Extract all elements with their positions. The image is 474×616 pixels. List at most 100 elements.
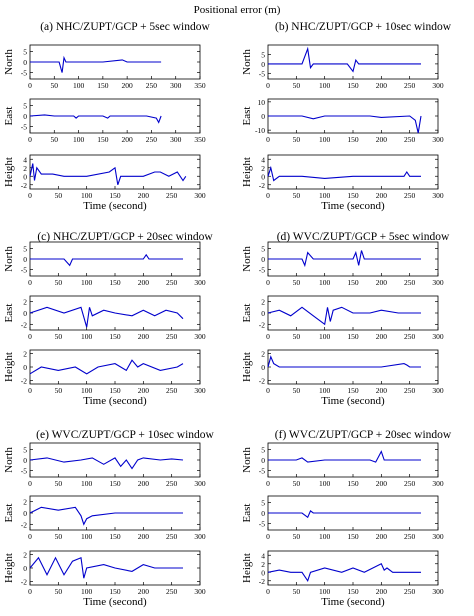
x-tick-label: 100 bbox=[319, 81, 331, 90]
y-axis-label: East bbox=[3, 107, 15, 126]
x-tick-label: 200 bbox=[138, 587, 150, 596]
x-tick-label: 100 bbox=[319, 191, 331, 200]
x-tick-label: 150 bbox=[109, 278, 121, 287]
y-tick-label: 2 bbox=[261, 298, 265, 307]
x-tick-label: 50 bbox=[55, 479, 63, 488]
panel-caption: (b) NHC/ZUPT/GCP + 10sec window bbox=[275, 21, 452, 33]
x-tick-label: 50 bbox=[293, 278, 301, 287]
x-tick-label: 300 bbox=[194, 532, 206, 541]
y-tick-label: 2 bbox=[261, 164, 265, 173]
x-tick-label: 200 bbox=[138, 386, 150, 395]
y-tick-label: 0 bbox=[23, 255, 27, 264]
x-tick-label: 300 bbox=[170, 81, 182, 90]
x-tick-label: 50 bbox=[293, 135, 301, 144]
y-tick-label: 2 bbox=[261, 349, 265, 358]
x-tick-label: 150 bbox=[109, 479, 121, 488]
y-tick-label: -10 bbox=[255, 126, 265, 135]
y-tick-label: -2 bbox=[259, 377, 265, 386]
y-tick-label: 4 bbox=[261, 551, 265, 560]
y-axis-label: East bbox=[241, 107, 253, 126]
series-line-height bbox=[29, 556, 183, 579]
plot-frame bbox=[29, 154, 201, 190]
y-tick-label: 0 bbox=[261, 255, 265, 264]
x-tick-label: 150 bbox=[109, 386, 121, 395]
y-tick-label: 5 bbox=[261, 498, 265, 507]
x-tick-label: 50 bbox=[51, 81, 59, 90]
x-tick-label: 300 bbox=[194, 332, 206, 341]
x-tick-label: 250 bbox=[166, 191, 178, 200]
x-tick-label: 200 bbox=[376, 278, 388, 287]
x-tick-label: 300 bbox=[432, 532, 444, 541]
x-tick-label: 200 bbox=[376, 191, 388, 200]
x-tick-label: 300 bbox=[194, 479, 206, 488]
y-axis-label: North bbox=[241, 49, 253, 75]
x-tick-label: 100 bbox=[73, 81, 85, 90]
y-tick-label: 2 bbox=[23, 349, 27, 358]
y-tick-label: 0 bbox=[23, 309, 27, 318]
y-tick-label: -2 bbox=[21, 320, 27, 329]
y-tick-label: 0 bbox=[261, 456, 265, 465]
x-tick-label: 150 bbox=[347, 587, 359, 596]
x-tick-label: 50 bbox=[51, 135, 59, 144]
x-tick-label: 0 bbox=[28, 135, 32, 144]
x-tick-label: 200 bbox=[122, 81, 134, 90]
y-tick-label: 5 bbox=[23, 445, 27, 454]
y-tick-label: 2 bbox=[261, 560, 265, 569]
series-line-east bbox=[268, 510, 421, 519]
series-line-height bbox=[267, 563, 421, 583]
x-tick-label: 0 bbox=[266, 81, 270, 90]
y-tick-label: 0 bbox=[23, 172, 27, 181]
x-tick-label: 50 bbox=[55, 587, 63, 596]
x-tick-label: 200 bbox=[376, 135, 388, 144]
x-tick-label: 250 bbox=[404, 135, 416, 144]
x-tick-label: 250 bbox=[404, 191, 416, 200]
x-tick-label: 250 bbox=[404, 479, 416, 488]
x-tick-label: 250 bbox=[166, 278, 178, 287]
y-tick-label: 5 bbox=[23, 244, 27, 253]
x-tick-label: 200 bbox=[376, 332, 388, 341]
y-axis-label: East bbox=[3, 504, 15, 523]
x-tick-label: 0 bbox=[28, 532, 32, 541]
series-line-north bbox=[29, 457, 184, 470]
x-tick-label: 100 bbox=[319, 278, 331, 287]
x-tick-label: 100 bbox=[73, 135, 85, 144]
x-axis-label: Time (second) bbox=[321, 200, 385, 212]
y-tick-label: -5 bbox=[259, 266, 265, 275]
y-tick-label: 5 bbox=[23, 101, 27, 110]
x-tick-label: 100 bbox=[81, 278, 93, 287]
y-tick-label: 5 bbox=[261, 50, 265, 59]
panel-caption: (c) NHC/ZUPT/GCP + 20sec window bbox=[37, 231, 213, 243]
panel-caption: (e) WVC/ZUPT/GCP + 10sec window bbox=[36, 429, 214, 441]
series-line-north bbox=[30, 253, 183, 267]
plot-frame bbox=[267, 154, 439, 190]
x-tick-label: 100 bbox=[319, 332, 331, 341]
x-tick-label: 100 bbox=[319, 479, 331, 488]
y-tick-label: 0 bbox=[261, 112, 265, 121]
y-tick-label: -2 bbox=[259, 181, 265, 190]
x-axis-label: Time (second) bbox=[83, 395, 147, 407]
y-tick-label: 0 bbox=[261, 568, 265, 577]
x-tick-label: 0 bbox=[28, 191, 32, 200]
x-tick-label: 150 bbox=[347, 479, 359, 488]
x-tick-label: 250 bbox=[404, 587, 416, 596]
y-tick-label: -5 bbox=[21, 123, 27, 132]
y-tick-label: 0 bbox=[261, 309, 265, 318]
x-tick-label: 200 bbox=[138, 479, 150, 488]
y-tick-label: 2 bbox=[23, 550, 27, 559]
y-tick-label: -5 bbox=[21, 69, 27, 78]
x-tick-label: 50 bbox=[293, 332, 301, 341]
x-tick-label: 150 bbox=[109, 191, 121, 200]
series-line-height bbox=[29, 359, 184, 375]
x-tick-label: 150 bbox=[109, 332, 121, 341]
x-tick-label: 250 bbox=[404, 532, 416, 541]
x-tick-label: 150 bbox=[97, 81, 109, 90]
x-tick-label: 150 bbox=[347, 191, 359, 200]
